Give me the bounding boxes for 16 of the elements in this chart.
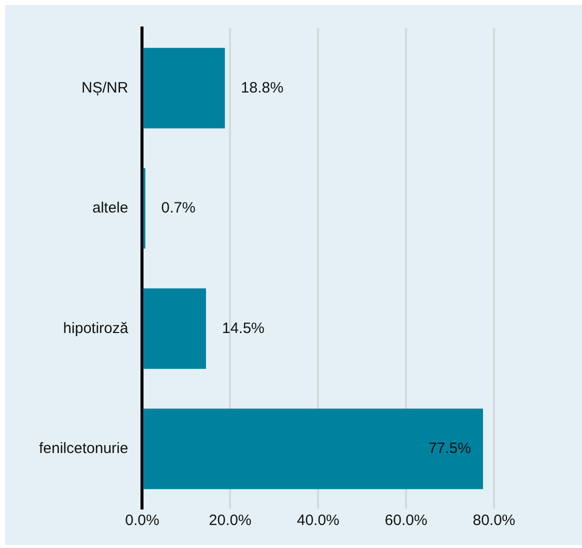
y-tick-label: hipotiroză <box>63 320 129 337</box>
data-label: 77.5% <box>428 440 472 458</box>
bar <box>143 288 206 369</box>
y-tick-label: fenilcetonurie <box>38 440 128 458</box>
data-label: 0.7% <box>161 200 196 217</box>
x-tick-label: 40.0% <box>296 512 340 530</box>
x-tick-label: 0.0% <box>125 512 160 530</box>
y-tick-label: altele <box>92 200 128 217</box>
x-tick-label: 60.0% <box>384 512 428 530</box>
x-tick-label: 80.0% <box>472 512 516 530</box>
data-label: 14.5% <box>222 320 265 337</box>
data-label: 18.8% <box>240 79 284 96</box>
bar <box>143 408 484 490</box>
x-tick-label: 20.0% <box>208 512 252 530</box>
bar <box>143 48 225 128</box>
y-tick-label: NȘ/NR <box>82 79 128 96</box>
